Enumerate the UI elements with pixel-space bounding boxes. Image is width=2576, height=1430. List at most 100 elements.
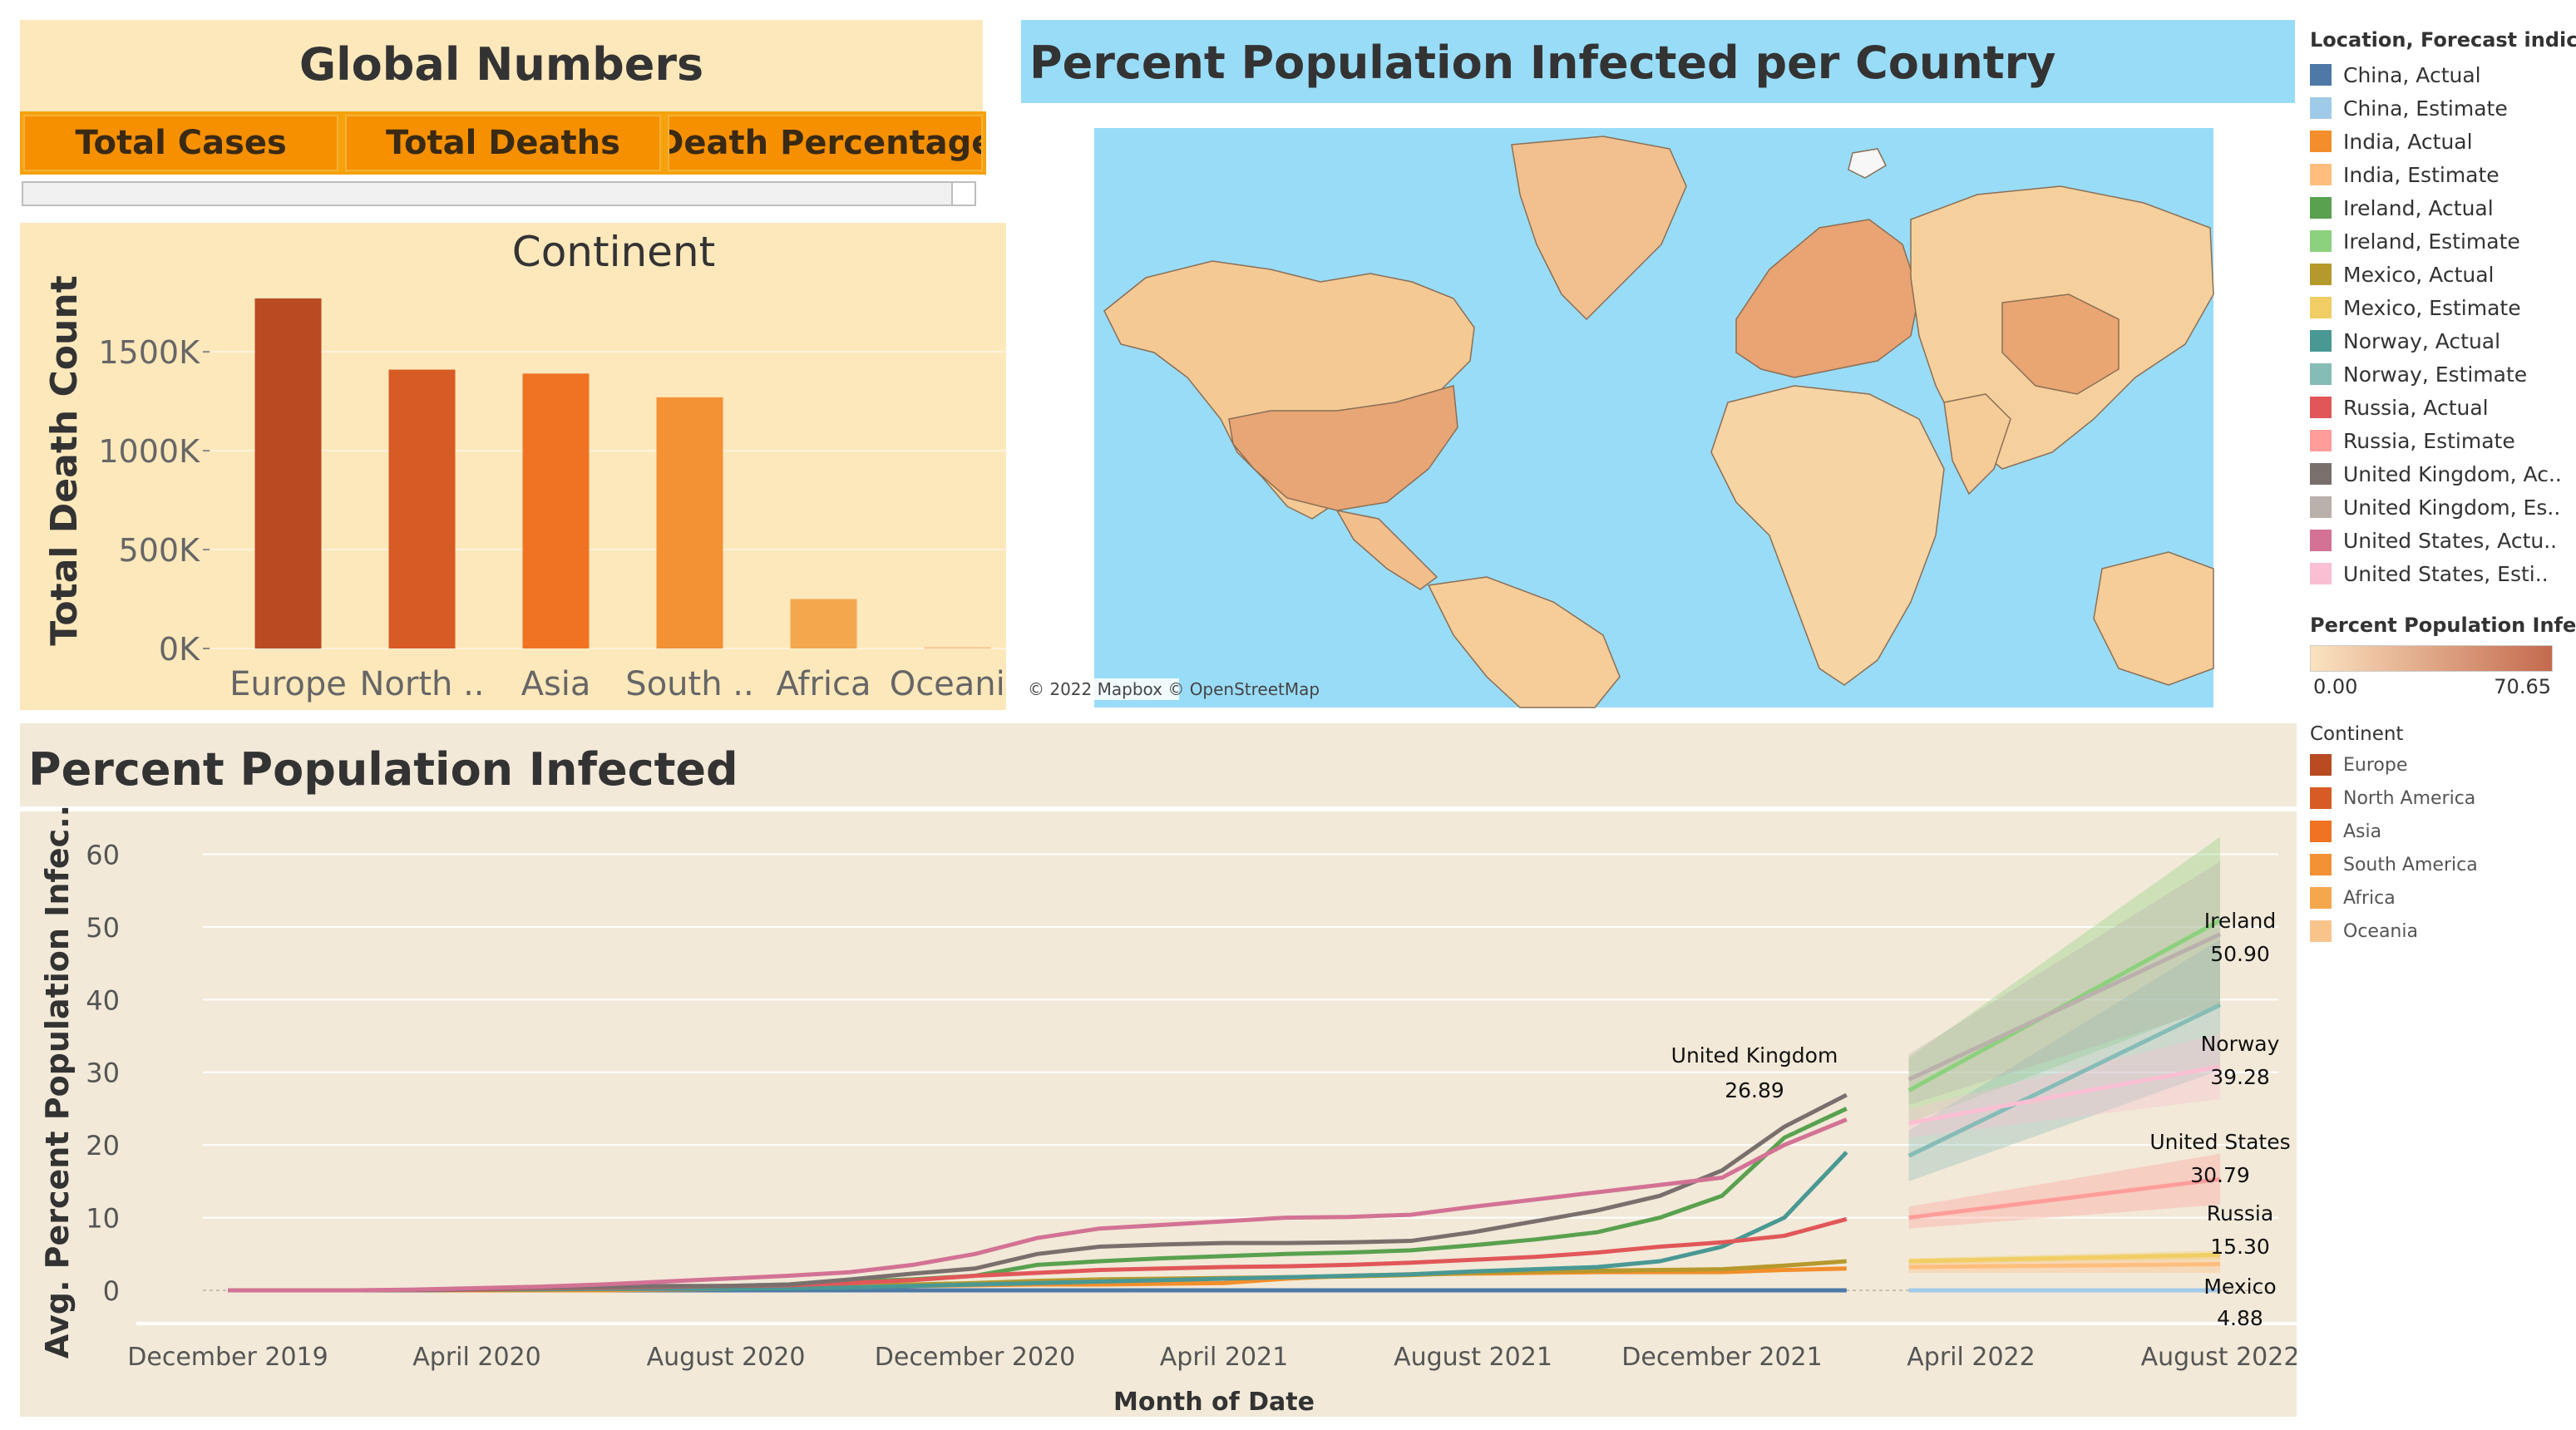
legend-swatch xyxy=(2310,397,2332,418)
series-line-15[interactable] xyxy=(1908,1064,2221,1126)
legend-swatch xyxy=(2310,64,2332,86)
series-line-14[interactable] xyxy=(228,1117,1848,1293)
annotation-value: 15.30 xyxy=(2210,1235,2270,1259)
legend-label: Russia, Estimate xyxy=(2343,428,2515,453)
global-numbers-title: Global Numbers xyxy=(299,38,704,91)
legend-label: Africa xyxy=(2343,887,2396,909)
legend-swatch xyxy=(2310,264,2332,285)
map-title: Percent Population Infected per Country xyxy=(1029,37,2056,89)
bar-x-tick-label: Asia xyxy=(521,665,591,703)
legend-label: Mexico, Estimate xyxy=(2343,295,2521,320)
annotation-label: Mexico xyxy=(2203,1275,2276,1299)
legend-location-forecast: Location, Forecast indic.. China, Actual… xyxy=(2310,28,2576,590)
column-header-total-deaths[interactable]: Total Deaths xyxy=(345,115,661,171)
map-land-europe xyxy=(1735,219,1920,378)
bar-5[interactable] xyxy=(924,647,991,649)
bar-2[interactable] xyxy=(522,373,590,648)
bar-1[interactable] xyxy=(388,369,456,648)
legend-item[interactable]: United States, Esti.. xyxy=(2310,557,2568,590)
bar-3[interactable] xyxy=(656,397,723,648)
legend-item[interactable]: Russia, Estimate xyxy=(2310,424,2568,457)
legend-swatch xyxy=(2310,754,2332,776)
trend-title-bar: Percent Population Infected xyxy=(20,723,2297,811)
trend-chart-panel: Percent Population Infected 0 10 20 30 40 50 6… xyxy=(20,723,2297,1417)
legend-item[interactable]: Europe xyxy=(2310,748,2568,782)
series-line-3[interactable] xyxy=(1908,1262,2221,1270)
legend-swatch xyxy=(2310,197,2332,219)
legend-label: Oceania xyxy=(2343,920,2418,942)
legend-gradient-title: Percent Population Infe.. xyxy=(2310,614,2576,637)
legend-item[interactable]: Russia, Actual xyxy=(2310,391,2568,424)
annotation-label: United States xyxy=(2149,1130,2290,1154)
legend-label: United Kingdom, Es.. xyxy=(2343,495,2561,520)
bar-x-tick-label: Africa xyxy=(776,665,871,703)
legend-swatch xyxy=(2310,430,2332,451)
legend-swatch xyxy=(2310,920,2332,942)
legend-swatch xyxy=(2310,164,2332,185)
legend-continent-title: Continent xyxy=(2310,723,2404,745)
legend-item[interactable]: Asia xyxy=(2310,815,2568,848)
bar-0[interactable] xyxy=(254,298,322,648)
map-land-china xyxy=(2001,293,2120,395)
legend-item[interactable]: Mexico, Estimate xyxy=(2310,291,2568,324)
legend-swatch xyxy=(2310,530,2332,551)
continent-chart-panel: Continent Total Death Count 0K 500K 1000K 150… xyxy=(20,223,1025,710)
legend-swatch xyxy=(2310,787,2332,809)
legend-item[interactable]: Oceania xyxy=(2310,915,2568,948)
legend-item[interactable]: Mexico, Actual xyxy=(2310,258,2568,291)
legend-item[interactable]: Norway, Actual xyxy=(2310,324,2568,358)
legend-gradient-max: 70.65 xyxy=(2494,675,2551,698)
legend-label: Norway, Estimate xyxy=(2343,362,2528,387)
legend-item[interactable]: United States, Actu.. xyxy=(2310,524,2568,557)
legend-item[interactable]: Norway, Estimate xyxy=(2310,358,2568,391)
column-header-death-percentage[interactable]: Death Percentage xyxy=(667,115,983,171)
legend-percent-gradient: Percent Population Infe.. 0.00 70.65 xyxy=(2310,614,2576,700)
annotation-value: 4.88 xyxy=(2217,1306,2263,1330)
line-x-tick-label: April 2022 xyxy=(1907,1343,2035,1372)
series-line-11[interactable] xyxy=(1908,1176,2221,1220)
legend-item[interactable]: South America xyxy=(2310,848,2568,881)
series-line-13[interactable] xyxy=(1907,932,2222,1082)
legend-item[interactable]: North America xyxy=(2310,782,2568,815)
map-attribution-bg xyxy=(1023,678,1179,700)
trend-title: Percent Population Infected xyxy=(28,743,738,796)
series-line-4[interactable] xyxy=(228,1107,1848,1293)
legend-label: South America xyxy=(2343,854,2478,875)
horizontal-scrollbar[interactable] xyxy=(22,181,976,206)
legend-label: United Kingdom, Ac.. xyxy=(2343,461,2562,486)
series-line-9[interactable] xyxy=(1907,1003,2222,1158)
legend-item[interactable]: Africa xyxy=(2310,881,2568,915)
annotation-value: 30.79 xyxy=(2190,1163,2250,1187)
legend-swatch xyxy=(2310,887,2332,909)
bar-y-tick-label: 0K xyxy=(159,631,200,668)
legend-item[interactable]: Ireland, Estimate xyxy=(2310,224,2568,258)
legend-item[interactable]: India, Estimate xyxy=(2310,158,2568,191)
line-y-tick-label: 20 xyxy=(86,1130,120,1161)
bar-4[interactable] xyxy=(790,599,857,648)
line-y-tick-label: 10 xyxy=(86,1203,120,1235)
legend-label: United States, Esti.. xyxy=(2343,561,2549,586)
line-x-tick-label: April 2020 xyxy=(412,1343,540,1372)
legend-gradient-min: 0.00 xyxy=(2313,675,2358,698)
legend-item[interactable]: India, Actual xyxy=(2310,125,2568,158)
map-left-margin xyxy=(1021,103,1094,710)
legend-item[interactable]: China, Actual xyxy=(2310,58,2568,91)
legend-item[interactable]: China, Estimate xyxy=(2310,91,2568,125)
line-y-tick-label: 50 xyxy=(86,912,120,944)
annotation-value: 39.28 xyxy=(2210,1065,2270,1089)
map-land-australia xyxy=(2093,551,2214,686)
bar-y-tick-label: 500K xyxy=(119,532,201,569)
legend-label: North America xyxy=(2343,787,2476,809)
legend-swatch xyxy=(2310,463,2332,485)
column-header-total-cases[interactable]: Total Cases xyxy=(23,115,339,171)
world-map[interactable]: © 2022 Mapbox © OpenStreetMap xyxy=(1021,103,2295,710)
legend-item[interactable]: United Kingdom, Ac.. xyxy=(2310,457,2568,491)
legend-item[interactable]: Ireland, Actual xyxy=(2310,191,2568,224)
line-x-tick-label: August 2020 xyxy=(647,1343,806,1372)
scrollbar-thumb[interactable] xyxy=(951,183,975,205)
legend-item[interactable]: United Kingdom, Es.. xyxy=(2310,491,2568,524)
line-y-tick-label: 30 xyxy=(86,1058,120,1089)
bar-x-tick-label: South .. xyxy=(625,665,753,703)
legend-label: Mexico, Actual xyxy=(2343,262,2495,287)
series-line-7[interactable] xyxy=(1908,1252,2221,1264)
